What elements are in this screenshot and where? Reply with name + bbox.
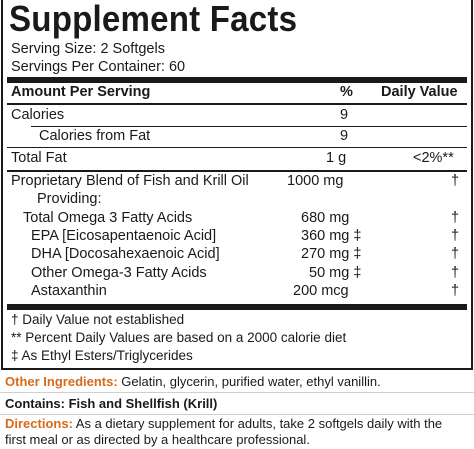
contains: Contains: Fish and Shellfish (Krill) bbox=[5, 396, 217, 411]
nutrient-row: Astaxanthin 200 mcg † bbox=[3, 283, 471, 303]
nutrient-name: Calories from Fat bbox=[39, 128, 151, 144]
divider bbox=[7, 170, 467, 172]
divider bbox=[0, 414, 474, 415]
nutrient-amount: 9 bbox=[340, 107, 349, 123]
panel-title: Supplement Facts bbox=[9, 0, 298, 39]
divider bbox=[7, 147, 467, 148]
directions-label: Directions: bbox=[5, 416, 73, 431]
nutrient-name: Total Omega 3 Fatty Acids bbox=[23, 210, 193, 226]
divider bbox=[31, 126, 467, 127]
nutrient-row: Providing: bbox=[3, 191, 471, 211]
nutrient-dv: † bbox=[451, 283, 460, 299]
nutrient-dv: † bbox=[451, 246, 460, 262]
nutrient-row: Calories 9 bbox=[3, 107, 471, 127]
nutrient-dv: † bbox=[451, 173, 460, 189]
divider bbox=[0, 392, 474, 393]
nutrient-dv: † bbox=[451, 210, 460, 226]
nutrient-name: Astaxanthin bbox=[31, 283, 107, 299]
nutrient-row: Total Fat 1 g <2%** bbox=[3, 150, 471, 170]
nutrient-amount: 200 mcg bbox=[293, 283, 349, 299]
contains-text: Fish and Shellfish (Krill) bbox=[64, 396, 218, 411]
thick-divider bbox=[7, 77, 467, 83]
nutrient-row: DHA [Docosahexaenoic Acid] 270 mg ‡ † bbox=[3, 246, 471, 266]
thick-divider bbox=[7, 304, 467, 310]
nutrient-amount: 270 mg ‡ bbox=[301, 246, 362, 262]
directions-text: As a dietary supplement for adults, take… bbox=[72, 416, 443, 431]
supplement-facts-panel: Supplement Facts Serving Size: 2 Softgel… bbox=[1, 0, 473, 370]
other-ingredients: Other Ingredients: Gelatin, glycerin, pu… bbox=[5, 374, 381, 389]
nutrient-name: Providing: bbox=[37, 191, 102, 207]
nutrient-name: Total Fat bbox=[11, 150, 67, 166]
nutrient-dv: <2%** bbox=[413, 150, 454, 166]
other-ingredients-label: Other Ingredients: bbox=[5, 374, 118, 389]
nutrient-name: Proprietary Blend of Fish and Krill Oil bbox=[11, 173, 249, 189]
footnote: ‡ As Ethyl Esters/Triglycerides bbox=[11, 348, 193, 363]
divider bbox=[7, 103, 467, 105]
nutrient-amount: 50 mg ‡ bbox=[309, 265, 362, 281]
nutrient-name: Calories bbox=[11, 107, 65, 123]
nutrient-row: Total Omega 3 Fatty Acids 680 mg † bbox=[3, 210, 471, 230]
nutrient-amount: 9 bbox=[340, 128, 349, 144]
directions: Directions: As a dietary supplement for … bbox=[5, 416, 442, 431]
nutrient-amount: 1000 mg bbox=[287, 173, 344, 189]
header-dv: Daily Value bbox=[381, 84, 458, 100]
nutrient-row: EPA [Eicosapentaenoic Acid] 360 mg ‡ † bbox=[3, 228, 471, 248]
nutrient-dv: † bbox=[451, 228, 460, 244]
nutrient-dv: † bbox=[451, 265, 460, 281]
other-ingredients-text: Gelatin, glycerin, purified water, ethyl… bbox=[117, 374, 381, 389]
nutrient-name: DHA [Docosahexaenoic Acid] bbox=[31, 246, 220, 262]
footnote: ** Percent Daily Values are based on a 2… bbox=[11, 330, 347, 345]
nutrient-amount: 1 g bbox=[326, 150, 347, 166]
contains-label: Contains: bbox=[5, 396, 65, 411]
nutrient-row: Other Omega-3 Fatty Acids 50 mg ‡ † bbox=[3, 265, 471, 285]
nutrient-name: EPA [Eicosapentaenoic Acid] bbox=[31, 228, 217, 244]
nutrient-amount: 360 mg ‡ bbox=[301, 228, 362, 244]
header-pct: % bbox=[340, 84, 353, 100]
nutrient-name: Other Omega-3 Fatty Acids bbox=[31, 265, 207, 281]
nutrient-amount: 680 mg bbox=[301, 210, 350, 226]
header-amount: Amount Per Serving bbox=[11, 84, 151, 100]
serving-size: Serving Size: 2 Softgels bbox=[11, 41, 165, 57]
nutrient-row: Calories from Fat 9 bbox=[3, 128, 471, 148]
servings-per-container: Servings Per Container: 60 bbox=[11, 59, 186, 75]
nutrient-row: Proprietary Blend of Fish and Krill Oil … bbox=[3, 173, 471, 193]
header-row: Amount Per Serving % Daily Value bbox=[3, 84, 471, 104]
footnote: † Daily Value not established bbox=[11, 312, 185, 327]
directions-continued: first meal or as directed by a healthcar… bbox=[5, 432, 310, 447]
